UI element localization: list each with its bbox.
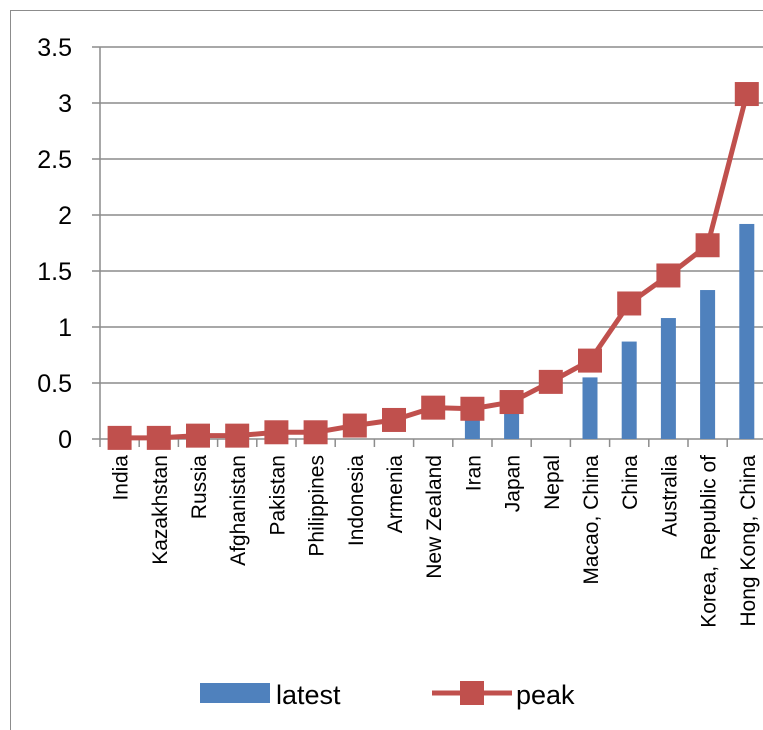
legend-latest-label: latest — [276, 680, 341, 710]
x-tick-label: Philippines — [306, 455, 329, 557]
peak-marker — [303, 420, 328, 445]
peak-marker — [186, 423, 210, 448]
peak-marker — [695, 233, 720, 258]
x-tick-label: Hong Kong, China — [737, 455, 760, 627]
x-tick-label: Afghanistan — [227, 455, 250, 566]
x-tick-label: Armenia — [384, 455, 407, 534]
y-tick-label: 0 — [58, 426, 72, 454]
x-tick-label: Russia — [188, 455, 211, 520]
peak-marker — [264, 420, 289, 445]
y-axis-ticks: 0 0.5 1 1.5 2 2.5 3 3.5 — [37, 34, 72, 454]
peak-marker — [656, 263, 681, 288]
peak-marker — [499, 390, 524, 415]
peak-line — [119, 93, 750, 441]
x-tick-label: China — [619, 455, 642, 510]
x-tick-label: Macao, China — [580, 455, 603, 585]
x-tick-label: New Zealand — [423, 455, 446, 579]
x-tick-label: Iran — [462, 455, 485, 491]
y-tick-label: 1 — [58, 314, 72, 342]
bar-latest — [621, 341, 637, 439]
legend-latest-swatch — [200, 683, 270, 703]
x-axis-labels: India Kazakhstan Russia Afghanistan Pakistan… — [110, 455, 760, 628]
legend-peak-marker — [460, 681, 484, 705]
peak-marker — [342, 413, 367, 438]
peak-marker — [225, 423, 250, 448]
peak-marker — [107, 425, 132, 450]
bar-latest — [739, 223, 755, 439]
bar-latest — [582, 377, 598, 439]
peak-marker — [734, 82, 759, 107]
peak-marker — [146, 425, 171, 450]
x-tick-label: Nepal — [541, 455, 564, 510]
peak-marker — [382, 407, 406, 432]
x-tick-label: Pakistan — [266, 455, 289, 536]
y-tick-label: 3 — [58, 90, 72, 118]
y-tick-label: 3.5 — [37, 34, 72, 62]
x-tick-label: Japan — [502, 455, 525, 512]
x-tick-label: Kazakhstan — [149, 455, 172, 565]
peak-marker — [421, 395, 446, 420]
x-tick-label: Korea, Republic of — [698, 455, 721, 628]
peak-marker — [460, 396, 485, 421]
bar-latest — [464, 416, 480, 439]
x-tick-label: India — [110, 455, 133, 501]
y-tick-label: 2.5 — [37, 146, 72, 174]
x-tick-label: Indonesia — [345, 455, 368, 546]
line-peak — [107, 82, 759, 450]
bar-latest — [700, 290, 716, 439]
legend-peak-label: peak — [516, 680, 575, 710]
y-tick-label: 1.5 — [37, 258, 72, 286]
legend: latest peak — [200, 680, 575, 710]
peak-marker — [578, 348, 602, 373]
x-tick-label: Australia — [658, 455, 681, 537]
chart-frame — [10, 10, 763, 730]
gridlines — [92, 46, 763, 447]
y-tick-label: 0.5 — [37, 370, 72, 398]
y-tick-label: 2 — [58, 202, 72, 230]
peak-marker — [538, 369, 563, 394]
bar-latest — [660, 318, 676, 439]
peak-marker — [617, 291, 642, 316]
